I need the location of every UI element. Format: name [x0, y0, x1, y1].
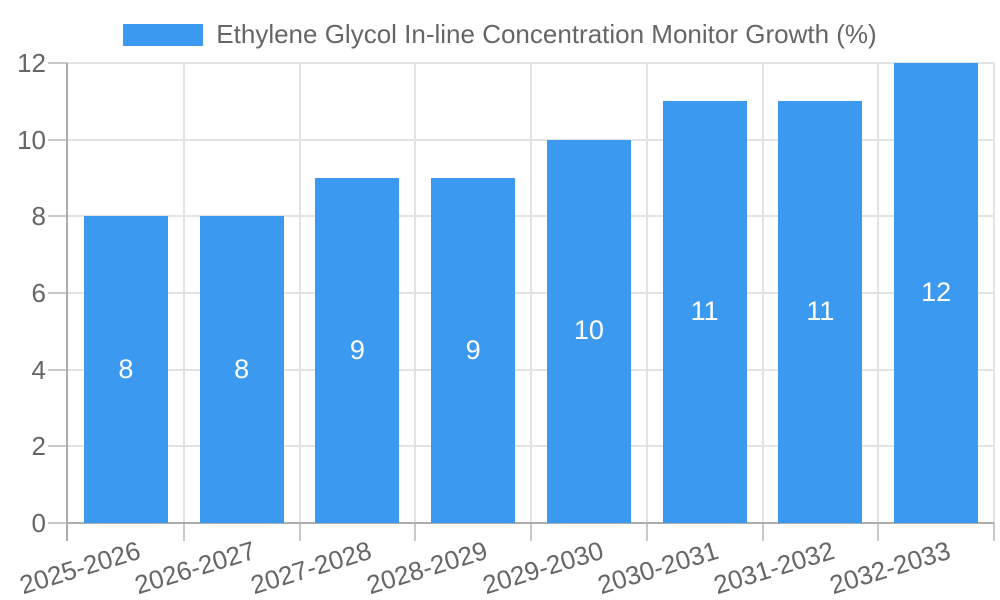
bar[interactable]: [546, 139, 631, 523]
v-gridline: [182, 63, 185, 523]
x-axis-tick-label: 2031-2032: [710, 535, 838, 600]
v-gridline: [298, 63, 301, 523]
x-tick-mark: [877, 523, 880, 541]
y-tick-mark: [48, 445, 68, 448]
legend-swatch: [123, 23, 204, 46]
x-tick-mark: [530, 523, 532, 541]
bar-value-label: 9: [465, 334, 481, 365]
bar-value-label: 11: [690, 296, 719, 327]
x-axis-tick-label: 2032-2033: [825, 535, 954, 600]
v-gridline: [530, 63, 532, 523]
y-axis-tick-label: 4: [31, 354, 46, 385]
y-axis-tick-label: 10: [17, 124, 46, 155]
y-tick-mark: [48, 522, 68, 524]
x-axis-tick-label: 2026-2027: [131, 535, 260, 600]
y-tick-mark: [48, 368, 68, 371]
x-tick-mark: [761, 523, 764, 541]
x-axis-tick-label: 2027-2028: [247, 535, 375, 600]
bar[interactable]: [431, 178, 516, 523]
x-tick-mark: [993, 523, 995, 541]
bar-value-label: 8: [234, 353, 250, 384]
x-axis-tick-label: 2025-2026: [15, 535, 144, 600]
bar[interactable]: [894, 63, 979, 523]
bar[interactable]: [778, 101, 863, 523]
y-axis-tick-label: 6: [31, 278, 46, 308]
y-tick-mark: [48, 62, 68, 64]
y-axis-line: [66, 63, 68, 541]
x-tick-mark: [414, 523, 417, 541]
y-tick-mark: [48, 292, 68, 294]
y-tick-mark: [48, 215, 68, 218]
y-axis-tick-label: 0: [31, 508, 46, 538]
x-tick-mark: [645, 523, 648, 541]
bar[interactable]: [199, 216, 284, 523]
x-axis-line: [66, 522, 994, 524]
bar-value-label: 11: [806, 296, 835, 327]
bar-value-label: 8: [118, 353, 134, 384]
x-tick-mark: [298, 523, 301, 541]
bar-value-label: 9: [349, 334, 365, 365]
x-axis-tick-label: 2029-2030: [478, 535, 607, 600]
v-gridline: [993, 63, 995, 523]
bar[interactable]: [315, 178, 400, 523]
y-axis-tick-label: 12: [17, 48, 46, 78]
bar[interactable]: [83, 216, 168, 523]
y-axis-tick-label: 8: [31, 201, 46, 232]
v-gridline: [877, 63, 880, 523]
x-tick-mark: [182, 523, 185, 541]
v-gridline: [414, 63, 417, 523]
y-axis-tick-label: 2: [31, 431, 46, 462]
v-gridline: [761, 63, 764, 523]
chart-legend[interactable]: Ethylene Glycol In-line Concentration Mo…: [0, 19, 1000, 50]
x-axis-tick-label: 2028-2029: [362, 535, 491, 600]
v-gridline: [645, 63, 648, 523]
bar-value-label: 10: [573, 315, 604, 346]
y-tick-mark: [48, 138, 68, 141]
legend-label: Ethylene Glycol In-line Concentration Mo…: [216, 19, 877, 49]
bar[interactable]: [662, 101, 747, 523]
bar-value-label: 12: [921, 277, 952, 307]
x-axis-tick-label: 2030-2031: [594, 535, 723, 600]
